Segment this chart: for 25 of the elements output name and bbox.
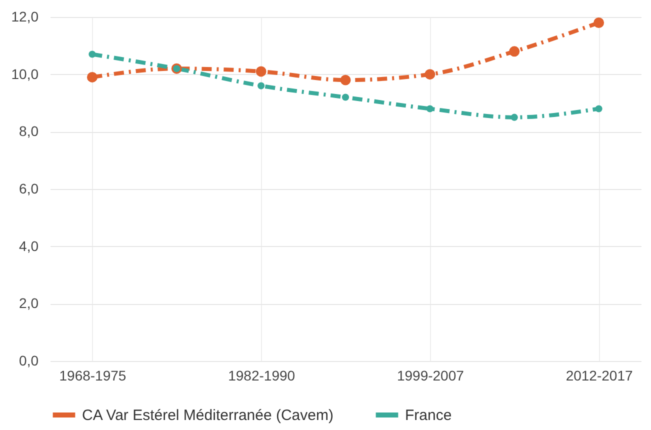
- x-tick-label: 2012-2017: [566, 368, 633, 384]
- x-tick-label: 1968-1975: [59, 368, 126, 384]
- point: [594, 18, 604, 28]
- y-tick-label: 10,0: [11, 66, 39, 82]
- point: [510, 114, 518, 121]
- point: [426, 105, 434, 112]
- y-tick-label: 12,0: [11, 8, 39, 24]
- legend-label: CA Var Estérel Méditerranée (Cavem): [82, 407, 334, 424]
- point: [595, 105, 602, 112]
- point: [86, 72, 98, 82]
- y-tick-label: 0,0: [19, 352, 39, 368]
- point: [258, 82, 265, 90]
- x-tick-label: 1999-2007: [396, 368, 464, 384]
- x-tick-label: 1982-1990: [228, 368, 296, 384]
- y-tick-label: 2,0: [19, 295, 39, 312]
- y-tick-label: 6,0: [19, 180, 39, 196]
- point: [88, 50, 96, 58]
- point: [256, 66, 266, 77]
- y-tick-label: 8,0: [19, 123, 39, 140]
- y-tick-label: 4,0: [19, 238, 39, 254]
- point: [340, 74, 351, 86]
- point: [509, 46, 520, 57]
- point: [424, 69, 436, 80]
- legend-label: France: [405, 407, 452, 424]
- point: [342, 94, 350, 101]
